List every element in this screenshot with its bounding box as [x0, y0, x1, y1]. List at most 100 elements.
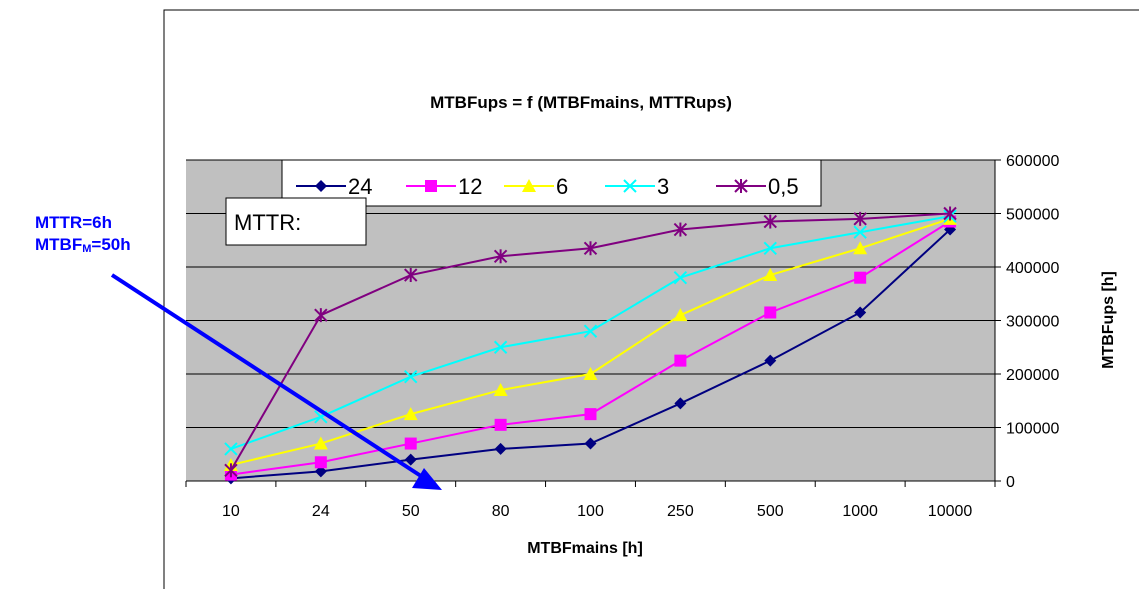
marker-star [673, 222, 688, 237]
marker-square [314, 456, 327, 469]
marker-shape [854, 271, 867, 284]
marker-square [674, 354, 687, 367]
x-tick-label: 80 [492, 503, 510, 520]
legend-label: 0,5 [768, 174, 799, 199]
marker-shape [313, 436, 328, 450]
legend-label: 24 [348, 174, 372, 199]
marker-stroke [583, 324, 598, 338]
marker-x [583, 324, 598, 338]
y-axis: 0 100000 200000 300000 400000 500000 600000 [994, 153, 1059, 491]
marker-star [734, 179, 748, 193]
x-tick-label: 100 [577, 503, 604, 520]
marker-square [425, 180, 437, 192]
marker-shape [314, 456, 327, 469]
legend-label: 6 [556, 174, 568, 199]
annotation-arrow [110, 273, 426, 480]
marker-stroke [493, 340, 508, 354]
legend-label: 12 [458, 174, 482, 199]
annotation-line-2: MTBFM=50h [35, 234, 131, 260]
marker-shape [404, 453, 417, 466]
annotation-text: MTTR=6h MTBFM=50h [35, 212, 131, 260]
marker-x [763, 241, 777, 255]
marker-triangle [583, 367, 598, 380]
y-axis-label: MTBFups [h] [1100, 271, 1117, 369]
marker-star [493, 249, 508, 264]
marker-triangle [313, 436, 328, 450]
marker-diamond [315, 180, 327, 192]
marker-shape [494, 418, 507, 431]
marker-star [763, 214, 777, 229]
y-tick-label: 400000 [1006, 260, 1059, 277]
y-tick-label: 0 [1006, 474, 1015, 491]
marker-shape [674, 354, 687, 367]
annotation-mtbf: MTBF [35, 235, 83, 254]
marker-x [404, 369, 418, 384]
marker-square [854, 271, 867, 284]
legend-item: 0,5 [716, 174, 799, 199]
marker-square [404, 437, 417, 450]
marker-shape [522, 179, 536, 192]
series-group [223, 206, 958, 485]
marker-stroke [623, 179, 637, 193]
x-axis: 10 24 50 80 100 250 500 1000 10000 [185, 480, 996, 520]
x-tick-label: 1000 [842, 503, 878, 520]
marker-diamond [314, 465, 327, 478]
marker-shape [674, 397, 687, 410]
annotation-sub: M [82, 243, 92, 255]
marker-diamond [494, 442, 507, 455]
legend-item: 12 [406, 174, 482, 199]
legend: 24 12 6 3 0,5 [281, 159, 822, 207]
y-tick-label: 100000 [1006, 421, 1059, 438]
legend-label: 3 [657, 174, 669, 199]
legend-title-box [225, 197, 367, 246]
y-tick-label: 500000 [1006, 207, 1059, 224]
marker-x [623, 179, 637, 193]
marker-diamond [674, 397, 687, 410]
marker-shape [314, 465, 327, 478]
series-3 [224, 209, 957, 456]
x-tick-label: 10000 [928, 503, 973, 520]
marker-x [673, 270, 688, 285]
legend-item: 24 [296, 174, 372, 199]
marker-triangle [403, 407, 418, 421]
marker-shape [583, 367, 598, 380]
marker-shape [315, 180, 327, 192]
marker-x [224, 442, 238, 456]
marker-diamond [764, 354, 777, 367]
marker-star [224, 463, 238, 478]
marker-square [494, 418, 507, 431]
marker-shape [764, 306, 777, 319]
marker-shape [673, 308, 688, 322]
marker-diamond [404, 453, 417, 466]
marker-square [584, 408, 597, 421]
legend-title: MTTR: [234, 210, 301, 235]
y-tick-label: 300000 [1006, 314, 1059, 331]
marker-star [943, 206, 957, 221]
marker-shape [584, 408, 597, 421]
marker-shape [854, 306, 867, 319]
marker-triangle [673, 308, 688, 322]
x-axis-label: MTBFmains [h] [527, 540, 643, 557]
marker-stroke [763, 241, 777, 255]
marker-star [404, 268, 418, 283]
y-tick-label: 200000 [1006, 367, 1059, 384]
marker-shape [493, 383, 508, 397]
marker-shape [425, 180, 437, 192]
marker-stroke [404, 369, 418, 384]
marker-shape [404, 437, 417, 450]
marker-triangle [853, 241, 868, 255]
x-tick-label: 250 [667, 503, 694, 520]
marker-triangle [763, 268, 778, 282]
annotation-line-1: MTTR=6h [35, 213, 112, 232]
legend-box [281, 159, 822, 207]
marker-x [493, 340, 508, 354]
marker-triangle [493, 383, 508, 397]
marker-shape [763, 268, 778, 282]
marker-stroke [224, 442, 238, 456]
y-tick-label: 600000 [1006, 153, 1059, 170]
series-0 [224, 223, 957, 485]
marker-star [583, 241, 598, 256]
marker-shape [584, 437, 597, 450]
marker-diamond [854, 306, 867, 319]
